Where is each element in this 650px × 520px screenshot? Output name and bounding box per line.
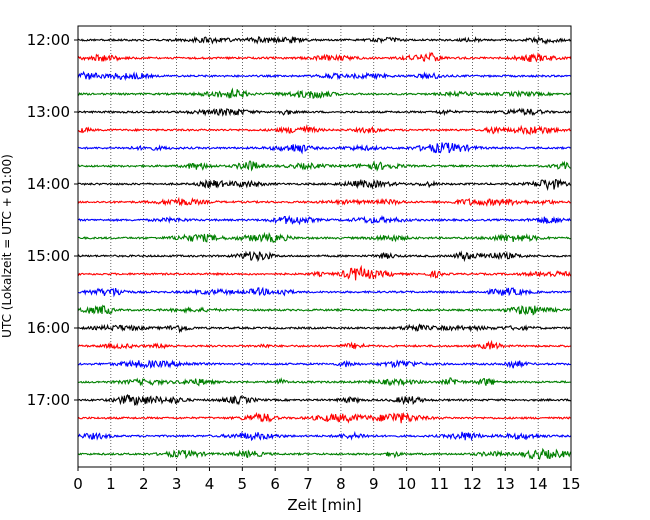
y-tick-label-17:00: 17:00 — [27, 391, 70, 409]
trace-line-18 — [77, 359, 571, 369]
trace-line-3 — [77, 87, 572, 99]
x-tick-label-14: 14 — [529, 475, 548, 493]
trace-line-2 — [77, 70, 572, 81]
y-axis-ticks: 12:00 13:00 14:00 15:00 16:00 17:00 — [27, 31, 78, 409]
trace-line-9 — [77, 196, 571, 208]
x-tick-label-0: 0 — [73, 475, 83, 493]
trace-line-1 — [77, 51, 572, 63]
x-tick-label-2: 2 — [139, 475, 149, 493]
trace-line-6 — [77, 142, 572, 155]
x-tick-label-10: 10 — [397, 475, 416, 493]
x-tick-label-13: 13 — [496, 475, 515, 493]
y-tick-label-12:00: 12:00 — [27, 31, 70, 49]
trace-line-4 — [77, 107, 572, 117]
trace-line-22 — [77, 430, 572, 442]
x-tick-label-9: 9 — [369, 475, 379, 493]
trace-line-14 — [77, 286, 571, 298]
trace-line-7 — [77, 160, 571, 172]
trace-line-12 — [77, 250, 572, 263]
trace-line-23 — [77, 447, 572, 461]
x-tick-label-1: 1 — [106, 475, 116, 493]
trace-line-11 — [77, 231, 572, 244]
y-axis-label: UTC (Lokalzeit = UTC + 01:00) — [0, 154, 14, 338]
x-tick-label-5: 5 — [238, 475, 248, 493]
trace-line-13 — [77, 264, 572, 281]
seismic-traces — [77, 35, 572, 461]
trace-line-0 — [77, 35, 572, 45]
y-tick-label-15:00: 15:00 — [27, 247, 70, 265]
x-tick-label-15: 15 — [561, 475, 580, 493]
trace-line-16 — [77, 323, 572, 334]
trace-line-17 — [77, 339, 572, 350]
trace-line-21 — [77, 411, 571, 424]
x-axis-label: Zeit [min] — [287, 496, 361, 514]
x-tick-label-7: 7 — [303, 475, 313, 493]
x-axis-ticks: 0 1 2 3 4 5 6 7 8 9 10 11 12 13 14 15 — [73, 467, 581, 493]
x-tick-label-12: 12 — [463, 475, 482, 493]
y-tick-label-16:00: 16:00 — [27, 319, 70, 337]
y-tick-label-13:00: 13:00 — [27, 103, 70, 121]
plot-frame — [77, 25, 572, 468]
x-tick-label-6: 6 — [270, 475, 280, 493]
x-tick-label-8: 8 — [336, 475, 346, 493]
y-tick-label-14:00: 14:00 — [27, 175, 70, 193]
trace-line-8 — [77, 178, 572, 191]
x-tick-label-3: 3 — [172, 475, 182, 493]
x-tick-label-4: 4 — [205, 475, 215, 493]
trace-line-19 — [77, 377, 571, 387]
trace-line-15 — [77, 304, 572, 316]
trace-line-20 — [77, 393, 572, 407]
x-tick-label-11: 11 — [430, 475, 449, 493]
trace-line-5 — [77, 124, 571, 136]
trace-line-10 — [77, 214, 572, 226]
